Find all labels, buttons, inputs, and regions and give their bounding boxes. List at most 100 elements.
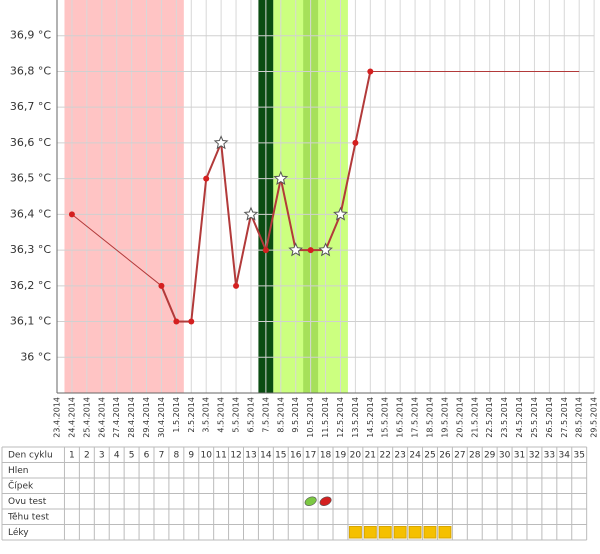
day-number: 6: [144, 450, 150, 460]
medication-mark: [378, 526, 392, 539]
dot-marker: [68, 211, 75, 218]
x-tick-label: 1.5.2014: [172, 397, 181, 433]
x-tick-label: 9.5.2014: [291, 397, 300, 433]
day-number: 2: [84, 450, 90, 460]
x-tick-label: 28.5.2014: [575, 397, 584, 438]
x-tick-label: 25.4.2014: [82, 397, 91, 438]
x-tick-label: 19.5.2014: [440, 397, 449, 438]
day-number: 29: [484, 450, 496, 460]
day-number: 12: [230, 450, 241, 460]
day-number: 4: [114, 450, 120, 460]
y-tick-label: 36,2 °C: [10, 279, 51, 292]
row-label: Léky: [8, 527, 29, 538]
star-marker: [288, 242, 304, 257]
temp-line-segment: [250, 213, 267, 251]
y-tick-label: 36,9 °C: [10, 29, 51, 42]
temp-line-segment: [220, 142, 238, 286]
x-tick-label: 6.5.2014: [246, 397, 255, 433]
x-tick-label: 15.5.2014: [381, 397, 390, 438]
star-marker: [273, 170, 289, 185]
star-marker: [333, 206, 348, 221]
row-label: Ovu test: [8, 497, 47, 507]
x-tick-label: 26.5.2014: [545, 397, 554, 438]
x-tick-label: 22.5.2014: [485, 397, 494, 438]
x-tick-label: 3.5.2014: [202, 397, 211, 433]
row-label: Hlen: [8, 466, 29, 476]
row-label: Čípek: [8, 479, 34, 491]
temp-line-segment: [324, 213, 342, 251]
x-tick-label: 10.5.2014: [306, 397, 315, 438]
x-tick-label: 23.4.2014: [53, 397, 62, 438]
x-tick-label: 16.5.2014: [396, 397, 405, 438]
x-tick-label: 21.5.2014: [470, 397, 479, 438]
day-number: 31: [514, 450, 525, 460]
y-tick-label: 36 °C: [20, 350, 51, 363]
temp-line-segment: [279, 178, 297, 251]
phase-band: [64, 0, 184, 393]
x-tick-label: 27.4.2014: [112, 397, 121, 438]
x-tick-label: 12.5.2014: [336, 397, 345, 438]
medication-mark: [393, 526, 407, 539]
day-number: 34: [559, 450, 571, 460]
x-tick-label: 28.4.2014: [127, 397, 136, 438]
dot-marker: [158, 282, 165, 289]
day-number: 26: [439, 450, 451, 460]
day-number: 14: [260, 450, 272, 460]
x-tick-label: 11.5.2014: [321, 397, 330, 438]
day-number: 3: [99, 450, 105, 460]
temp-line-segment: [354, 71, 372, 144]
day-number: 27: [454, 450, 465, 460]
day-number: 20: [350, 450, 362, 460]
temp-line-segment: [205, 142, 223, 180]
temp-line-segment: [264, 178, 282, 251]
row-label: Den cyklu: [8, 450, 53, 460]
dot-marker: [173, 318, 180, 325]
dot-marker: [262, 247, 269, 254]
dot-marker: [203, 175, 210, 182]
day-number: 23: [394, 450, 405, 460]
x-tick-label: 29.4.2014: [142, 397, 151, 438]
y-tick-label: 36,7 °C: [10, 100, 51, 113]
medication-mark: [408, 526, 422, 539]
y-tick-label: 36,5 °C: [10, 172, 51, 185]
star-marker: [318, 242, 333, 257]
x-tick-label: 29.5.2014: [590, 397, 599, 438]
day-number: 33: [544, 450, 555, 460]
x-tick-label: 13.5.2014: [351, 397, 360, 438]
medication-mark: [423, 526, 437, 539]
day-number: 10: [200, 450, 212, 460]
day-number: 18: [320, 450, 332, 460]
day-number: 5: [129, 450, 135, 460]
y-tick-label: 36,6 °C: [10, 136, 51, 149]
day-number: 22: [380, 450, 391, 460]
star-marker: [213, 135, 229, 150]
dot-marker: [352, 139, 359, 146]
medication-mark: [363, 526, 377, 539]
day-number: 24: [409, 450, 421, 460]
day-number: 1: [69, 450, 75, 460]
day-number: 32: [529, 450, 540, 460]
day-number: 19: [335, 450, 347, 460]
dot-marker: [188, 318, 195, 325]
y-tick-label: 36,1 °C: [10, 315, 51, 328]
x-tick-label: 8.5.2014: [276, 397, 285, 433]
medication-mark: [438, 526, 452, 539]
y-tick-label: 36,8 °C: [10, 64, 51, 77]
dot-marker: [367, 68, 374, 75]
star-marker: [243, 206, 259, 221]
x-tick-label: 5.5.2014: [232, 397, 241, 433]
day-number: 13: [245, 450, 256, 460]
y-tick-label: 36,4 °C: [10, 207, 51, 220]
ovu-test-icon: [304, 496, 317, 506]
day-number: 17: [305, 450, 316, 460]
x-tick-label: 17.5.2014: [411, 397, 420, 438]
x-tick-label: 26.4.2014: [97, 397, 106, 438]
day-number: 21: [365, 450, 376, 460]
x-tick-label: 4.5.2014: [217, 397, 226, 433]
temp-line-segment: [339, 142, 357, 215]
x-tick-label: 20.5.2014: [455, 397, 464, 438]
day-number: 28: [469, 450, 481, 460]
ovu-test-icon: [319, 496, 332, 506]
day-number: 8: [173, 450, 179, 460]
